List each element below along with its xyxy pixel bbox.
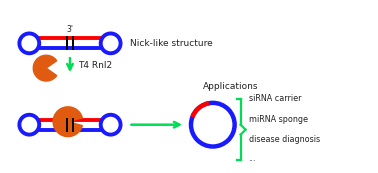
Text: 3': 3' (67, 107, 73, 116)
Wedge shape (33, 55, 57, 81)
Text: T4 Rnl2: T4 Rnl2 (78, 61, 112, 70)
Text: 3': 3' (67, 25, 73, 34)
Text: Applications: Applications (203, 82, 259, 91)
Text: Nick-like structure: Nick-like structure (130, 39, 213, 48)
Text: disease diagnosis: disease diagnosis (248, 135, 320, 144)
Text: miRNA sponge: miRNA sponge (248, 115, 308, 124)
Text: siRNA carrier: siRNA carrier (248, 94, 301, 103)
Wedge shape (53, 107, 82, 137)
Text: ...: ... (248, 154, 256, 163)
